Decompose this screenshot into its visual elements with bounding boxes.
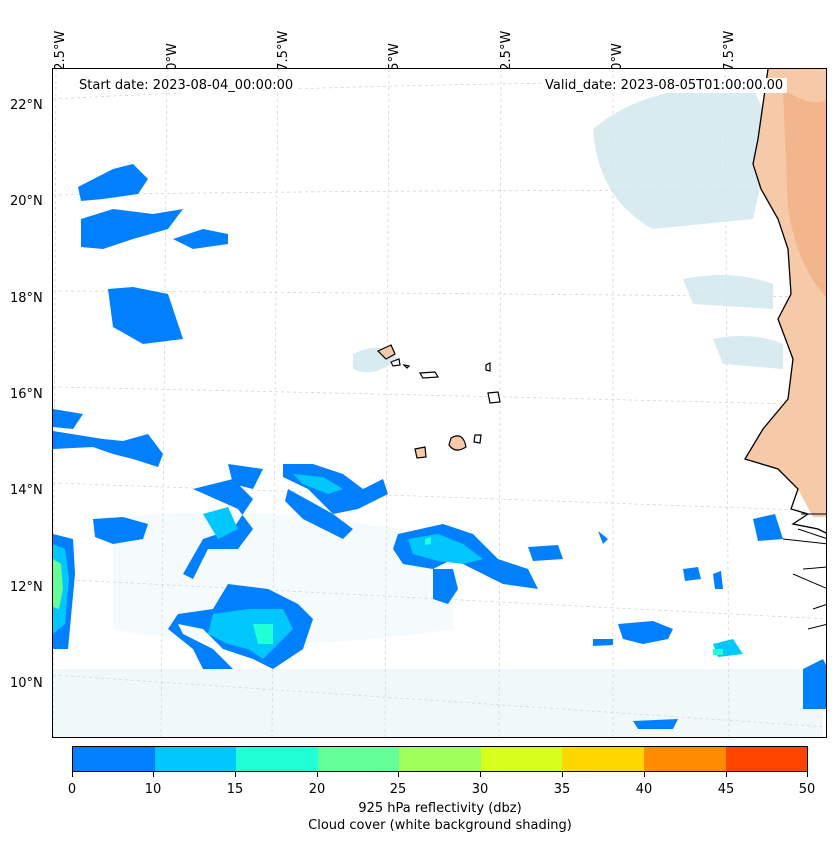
colorbar-segment-1 — [154, 747, 237, 771]
colorbar-tickmark — [235, 772, 236, 777]
lat-label-10n: 10°N — [10, 676, 43, 691]
colorbar-tick-label: 35 — [553, 782, 571, 797]
start-date-label: Start date: 2023-08-04_00:00:00 — [75, 78, 298, 93]
africa-landmass — [744, 69, 826, 630]
colorbar-tick-label: 15 — [226, 782, 244, 797]
lat-label-20n: 20°N — [10, 194, 43, 209]
colorbar-tickmark — [562, 772, 563, 777]
valid-date-label: Valid_date: 2023-08-05T01:00:00.00 — [541, 78, 788, 93]
colorbar-tick-label: 45 — [717, 782, 735, 797]
colorbar-tick-label: 20 — [308, 782, 326, 797]
lat-label-14n: 14°N — [10, 483, 43, 498]
colorbar-segment-5 — [480, 747, 563, 771]
lat-label-12n: 12°N — [10, 580, 43, 595]
cape-verde-islands — [376, 344, 501, 459]
cloud-cover-shading — [53, 87, 823, 737]
colorbar — [72, 746, 808, 772]
lat-label-16n: 16°N — [10, 387, 43, 402]
lat-label-22n: 22°N — [10, 98, 43, 113]
colorbar-tickmark — [72, 772, 73, 777]
colorbar-segment-4 — [399, 747, 481, 771]
map-canvas — [53, 69, 826, 737]
colorbar-tick-label: 40 — [635, 782, 653, 797]
colorbar-tick-label: 10 — [144, 782, 162, 797]
colorbar-tickmark — [153, 772, 154, 777]
colorbar-tickmark — [807, 772, 808, 777]
colorbar-tickmark — [726, 772, 727, 777]
colorbar-segment-7 — [643, 747, 726, 771]
colorbar-segment-8 — [725, 747, 808, 771]
colorbar-segment-2 — [236, 747, 318, 771]
colorbar-segment-3 — [317, 747, 400, 771]
colorbar-tickmark — [398, 772, 399, 777]
colorbar-title: 925 hPa reflectivity (dbz) — [358, 801, 522, 816]
map-panel: Start date: 2023-08-04_00:00:00 Valid_da… — [52, 68, 827, 738]
colorbar-tick-label: 50 — [798, 782, 816, 797]
colorbar-tick-label: 30 — [471, 782, 489, 797]
colorbar-tick-label: 25 — [389, 782, 407, 797]
lat-label-18n: 18°N — [10, 291, 43, 306]
colorbar-segment-0 — [73, 747, 155, 771]
colorbar-tick-label: 0 — [67, 782, 77, 797]
reflectivity-15-20-dbz — [53, 537, 723, 655]
colorbar-segment-6 — [562, 747, 644, 771]
colorbar-tickmark — [480, 772, 481, 777]
colorbar-tickmark — [644, 772, 645, 777]
colorbar-tickmark — [317, 772, 318, 777]
colorbar-subtitle: Cloud cover (white background shading) — [308, 818, 572, 833]
reflectivity-0-10-dbz — [53, 164, 826, 729]
